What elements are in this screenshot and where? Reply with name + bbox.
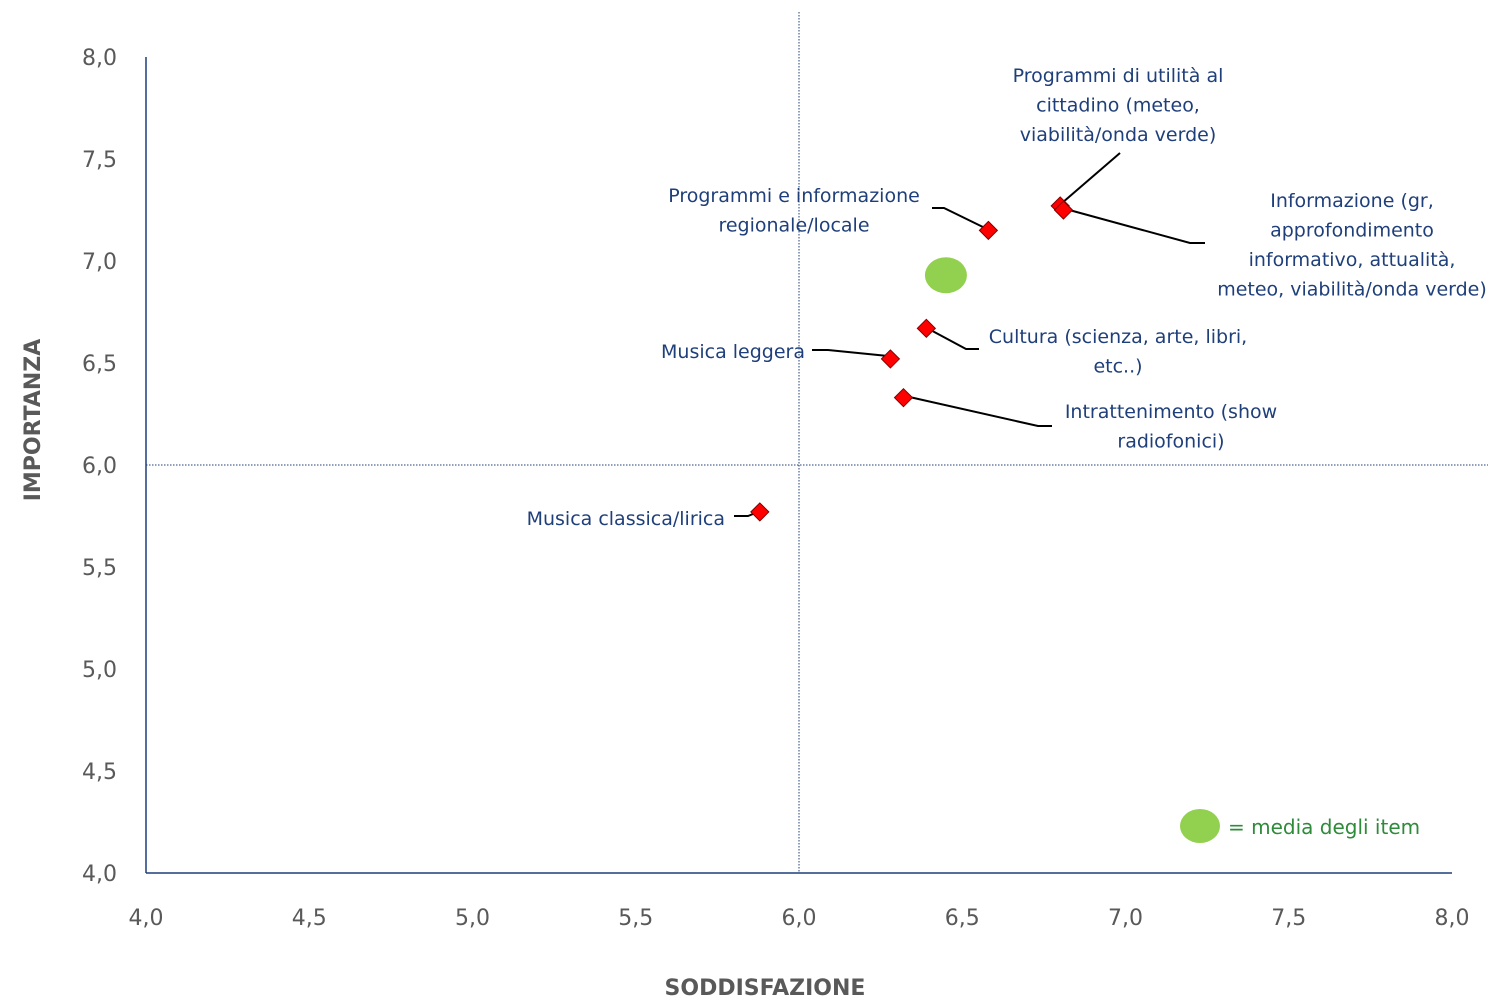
- point-label-line: meteo, viabilità/onda verde): [1217, 279, 1487, 301]
- data-point-marker: [978, 220, 999, 241]
- point-label-line: cittadino (meteo,: [1036, 95, 1200, 117]
- x-tick-label: 4,0: [129, 906, 164, 931]
- x-tick-label: 6,5: [945, 906, 980, 931]
- x-tick-label: 6,0: [782, 906, 817, 931]
- point-labels: Programmi di utilità al cittadino (meteo,…: [527, 65, 1487, 530]
- y-tick-label: 5,5: [82, 556, 117, 581]
- mean-point-marker: [924, 257, 967, 294]
- point-label-line: regionale/locale: [718, 215, 869, 237]
- x-tick-label: 8,0: [1435, 906, 1470, 931]
- point-label: Informazione (gr, approfondimento informat…: [1217, 190, 1487, 301]
- data-point-marker: [1053, 200, 1074, 220]
- reference-lines: [146, 12, 1488, 873]
- point-label-line: Musica classica/lirica: [527, 508, 725, 530]
- point-label-line: radiofonici): [1117, 431, 1224, 453]
- point-label: Cultura (scienza, arte, libri, etc..): [989, 326, 1247, 378]
- y-tick-label: 4,5: [82, 760, 117, 785]
- leader-line: [924, 326, 979, 350]
- point-label-line: informativo, attualità,: [1249, 249, 1456, 271]
- x-axis-title: SODDISFAZIONE: [665, 976, 866, 1000]
- x-tick-label: 5,0: [455, 906, 490, 931]
- y-tick-label: 6,5: [82, 352, 117, 377]
- point-label-line: Programmi e informazione: [668, 185, 920, 207]
- x-tick-labels: 4,0 4,5 5,0 5,5 6,0 6,5 7,0 7,5 8,0: [129, 906, 1470, 931]
- y-tick-label: 7,5: [82, 148, 117, 173]
- point-label-line: Programmi di utilità al: [1013, 65, 1224, 87]
- y-tick-label: 4,0: [82, 862, 117, 887]
- point-label: Programmi di utilità al cittadino (meteo,…: [1013, 65, 1224, 146]
- point-label-line: Intrattenimento (show: [1065, 401, 1277, 423]
- point-label: Programmi e informazione regionale/locale: [668, 185, 920, 237]
- point-label: Intrattenimento (show radiofonici): [1065, 401, 1277, 453]
- leader-line: [812, 349, 889, 357]
- data-point-marker: [916, 318, 937, 339]
- point-label: Musica leggera: [661, 341, 805, 363]
- legend-text: = media degli item: [1228, 815, 1420, 839]
- point-label-line: approfondimento: [1270, 220, 1434, 242]
- leader-lines: [734, 152, 1205, 517]
- point-label-line: Musica leggera: [661, 341, 805, 363]
- point-label-line: Informazione (gr,: [1270, 190, 1434, 212]
- leader-line: [904, 395, 1052, 427]
- y-tick-label: 8,0: [82, 46, 117, 71]
- x-tick-label: 5,5: [618, 906, 653, 931]
- x-tick-label: 7,0: [1108, 906, 1143, 931]
- point-label-line: Cultura (scienza, arte, libri,: [989, 326, 1247, 348]
- point-label-line: etc..): [1093, 356, 1142, 378]
- legend-mean-marker: [1180, 809, 1220, 843]
- data-points: [750, 196, 1074, 522]
- x-tick-label: 7,5: [1271, 906, 1306, 931]
- point-label: Musica classica/lirica: [527, 508, 725, 530]
- y-tick-labels: 4,0 4,5 5,0 5,5 6,0 6,5 7,0 7,5 8,0: [82, 46, 117, 887]
- point-label-line: viabilità/onda verde): [1020, 124, 1217, 146]
- axes: [145, 57, 1452, 874]
- data-point-marker: [880, 349, 901, 369]
- data-point-marker: [893, 387, 914, 408]
- leader-line: [932, 207, 988, 230]
- leader-line: [1061, 152, 1121, 204]
- x-tick-label: 4,5: [292, 906, 327, 931]
- y-tick-label: 7,0: [82, 250, 117, 275]
- y-tick-label: 6,0: [82, 454, 117, 479]
- y-axis-title: IMPORTANZA: [21, 339, 46, 502]
- y-tick-label: 5,0: [82, 658, 117, 683]
- legend: = media degli item: [1180, 809, 1420, 843]
- leader-line: [1061, 207, 1205, 244]
- data-point-marker: [750, 502, 770, 522]
